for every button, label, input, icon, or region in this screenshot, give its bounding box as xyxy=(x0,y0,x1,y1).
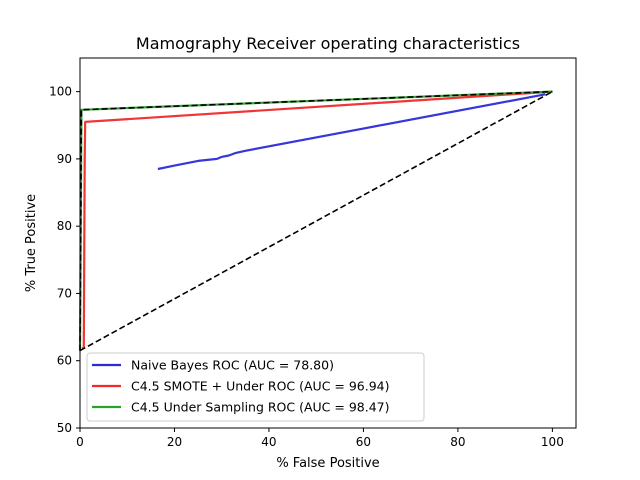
y-tick-label: 70 xyxy=(57,286,72,300)
y-axis-label: % True Positive xyxy=(24,194,39,292)
y-tick-label: 100 xyxy=(49,85,72,99)
legend-label-1: Naive Bayes ROC (AUC = 78.80) xyxy=(131,358,334,373)
x-tick-label: 20 xyxy=(167,435,182,449)
legend-label-2: C4.5 SMOTE + Under ROC (AUC = 96.94) xyxy=(131,379,390,394)
legend-label-3: C4.5 Under Sampling ROC (AUC = 98.47) xyxy=(131,400,389,415)
x-axis-ticks: 0 20 40 60 80 100 xyxy=(76,428,564,449)
legend-box xyxy=(86,352,425,422)
x-tick-label: 60 xyxy=(356,435,371,449)
y-tick-label: 90 xyxy=(57,152,72,166)
y-tick-label: 50 xyxy=(57,421,72,435)
series-line-1 xyxy=(157,93,546,171)
y-tick-label: 60 xyxy=(57,354,72,368)
x-axis-label: % False Positive xyxy=(276,456,379,471)
x-tick-label: 40 xyxy=(261,435,276,449)
x-tick-label: 100 xyxy=(541,435,564,449)
plot-frame xyxy=(79,57,577,429)
legend: Naive Bayes ROC (AUC = 78.80) C4.5 SMOTE … xyxy=(86,352,425,422)
y-tick-label: 80 xyxy=(57,219,72,233)
x-tick-label: 0 xyxy=(76,435,84,449)
x-tick-label: 80 xyxy=(450,435,465,449)
y-axis-ticks: 50 60 70 80 90 100 xyxy=(49,85,80,435)
legend-entries: Naive Bayes ROC (AUC = 78.80) C4.5 SMOTE … xyxy=(92,358,390,415)
chart-title: Mamography Receiver operating characteri… xyxy=(136,34,520,53)
series-line-2 xyxy=(81,90,553,350)
